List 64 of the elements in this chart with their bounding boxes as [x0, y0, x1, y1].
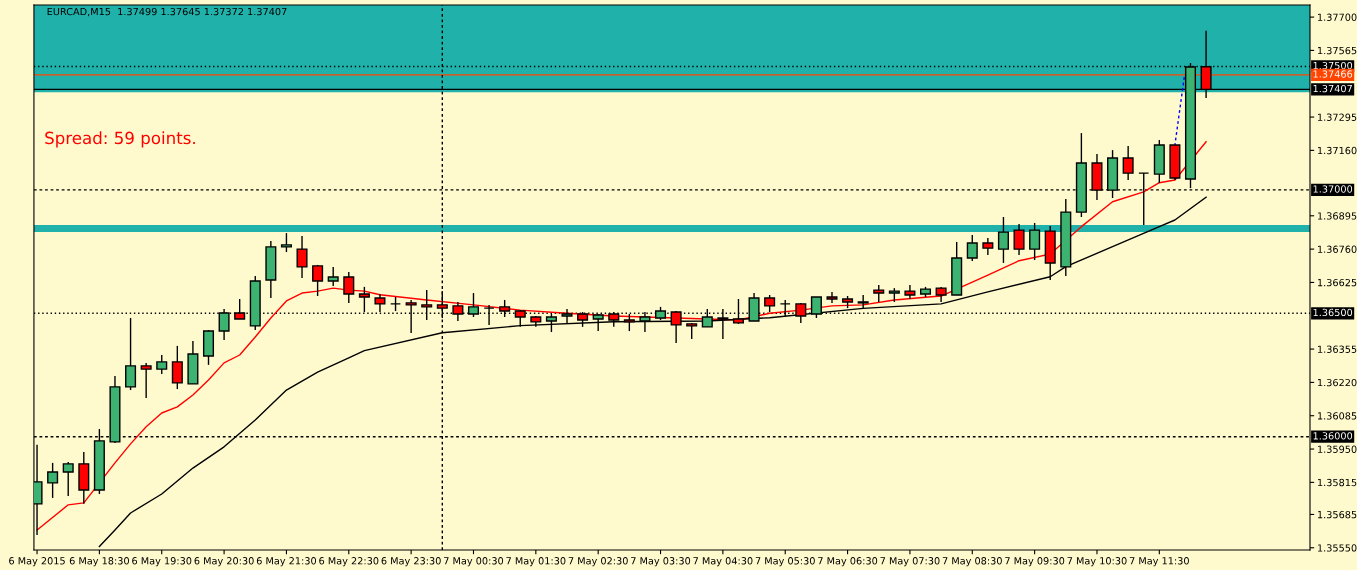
x-tick-label: 6 May 19:30	[132, 557, 192, 567]
ref-line-label: 1.36000	[1313, 432, 1353, 440]
candlestick	[62, 461, 74, 497]
candlestick	[1122, 145, 1134, 181]
ref-line-label: 1.36500	[1313, 308, 1353, 317]
candlestick	[343, 271, 355, 304]
candlestick	[670, 310, 682, 344]
y-tick-label: 1.35685	[1318, 510, 1357, 519]
candlestick	[171, 345, 183, 390]
x-tick-label: 7 May 02:30	[568, 557, 628, 567]
x-tick-label: 7 May 01:30	[506, 557, 566, 567]
candlestick	[358, 286, 370, 313]
candlestick	[1029, 222, 1041, 261]
y-tick-label: 1.36895	[1318, 212, 1357, 220]
x-tick-label: 6 May 23:30	[381, 557, 441, 567]
x-tick-label: 7 May 05:30	[755, 557, 815, 567]
x-tick-label: 7 May 09:30	[1005, 557, 1065, 567]
ref-line-label: 1.37407	[1313, 84, 1352, 93]
y-tick-label: 1.36760	[1318, 245, 1357, 253]
y-tick-label: 1.37160	[1318, 146, 1357, 155]
candlestick	[483, 304, 495, 326]
candlestick	[280, 232, 292, 253]
x-tick-label: 6 May 18:30	[69, 557, 129, 567]
candlestick	[47, 462, 59, 499]
y-tick-label: 1.36625	[1318, 278, 1357, 287]
y-tick-label: 1.37295	[1318, 113, 1357, 121]
candlestick	[296, 235, 308, 279]
ref-line-label: 1.37466	[1313, 70, 1353, 78]
x-tick-label: 6 May 22:30	[319, 557, 379, 567]
candlestick	[156, 354, 168, 375]
y-tick-label: 1.36355	[1318, 345, 1357, 353]
candlestick	[997, 216, 1009, 264]
x-tick-label: 7 May 00:30	[444, 557, 504, 567]
y-tick-label: 1.35950	[1318, 445, 1357, 453]
ref-line-label: 1.37000	[1313, 185, 1353, 193]
x-tick-label: 7 May 04:30	[693, 557, 753, 567]
candlestick	[421, 289, 433, 321]
x-tick-label: 7 May 06:30	[818, 557, 878, 567]
x-tick-label: 7 May 07:30	[880, 557, 940, 567]
chart-title: EURCAD,M15 1.37499 1.37645 1.37372 1.37407	[47, 7, 287, 17]
x-tick-label: 7 May 08:30	[942, 557, 1002, 567]
candlestick	[732, 298, 744, 325]
y-tick-label: 1.37565	[1318, 46, 1357, 55]
y-tick-label: 1.35550	[1318, 544, 1357, 552]
x-tick-label: 6 May 21:30	[256, 557, 317, 567]
candlestick	[826, 291, 838, 304]
x-tick-label: 7 May 11:30	[1129, 557, 1189, 567]
candlestick	[1013, 223, 1025, 256]
x-tick-label: 7 May 03:30	[631, 557, 691, 567]
y-tick-label: 1.37700	[1318, 13, 1357, 21]
x-tick-label: 6 May 2015	[9, 557, 65, 567]
candlestick	[966, 234, 978, 262]
x-tick-label: 6 May 20:30	[194, 557, 254, 567]
candlestick	[125, 317, 137, 391]
y-tick-label: 1.36085	[1318, 412, 1357, 420]
candlestick	[327, 266, 339, 287]
annotation: Spread: 59 points.	[45, 131, 195, 148]
y-tick-label: 1.35815	[1318, 478, 1357, 487]
candlestick	[312, 264, 324, 297]
candlestick	[857, 294, 869, 309]
x-tick-label: 7 May 10:30	[1067, 557, 1127, 567]
y-tick-label: 1.36220	[1318, 378, 1357, 387]
candlestick	[140, 362, 152, 399]
ref-line-label: 1.37500	[1313, 61, 1353, 70]
